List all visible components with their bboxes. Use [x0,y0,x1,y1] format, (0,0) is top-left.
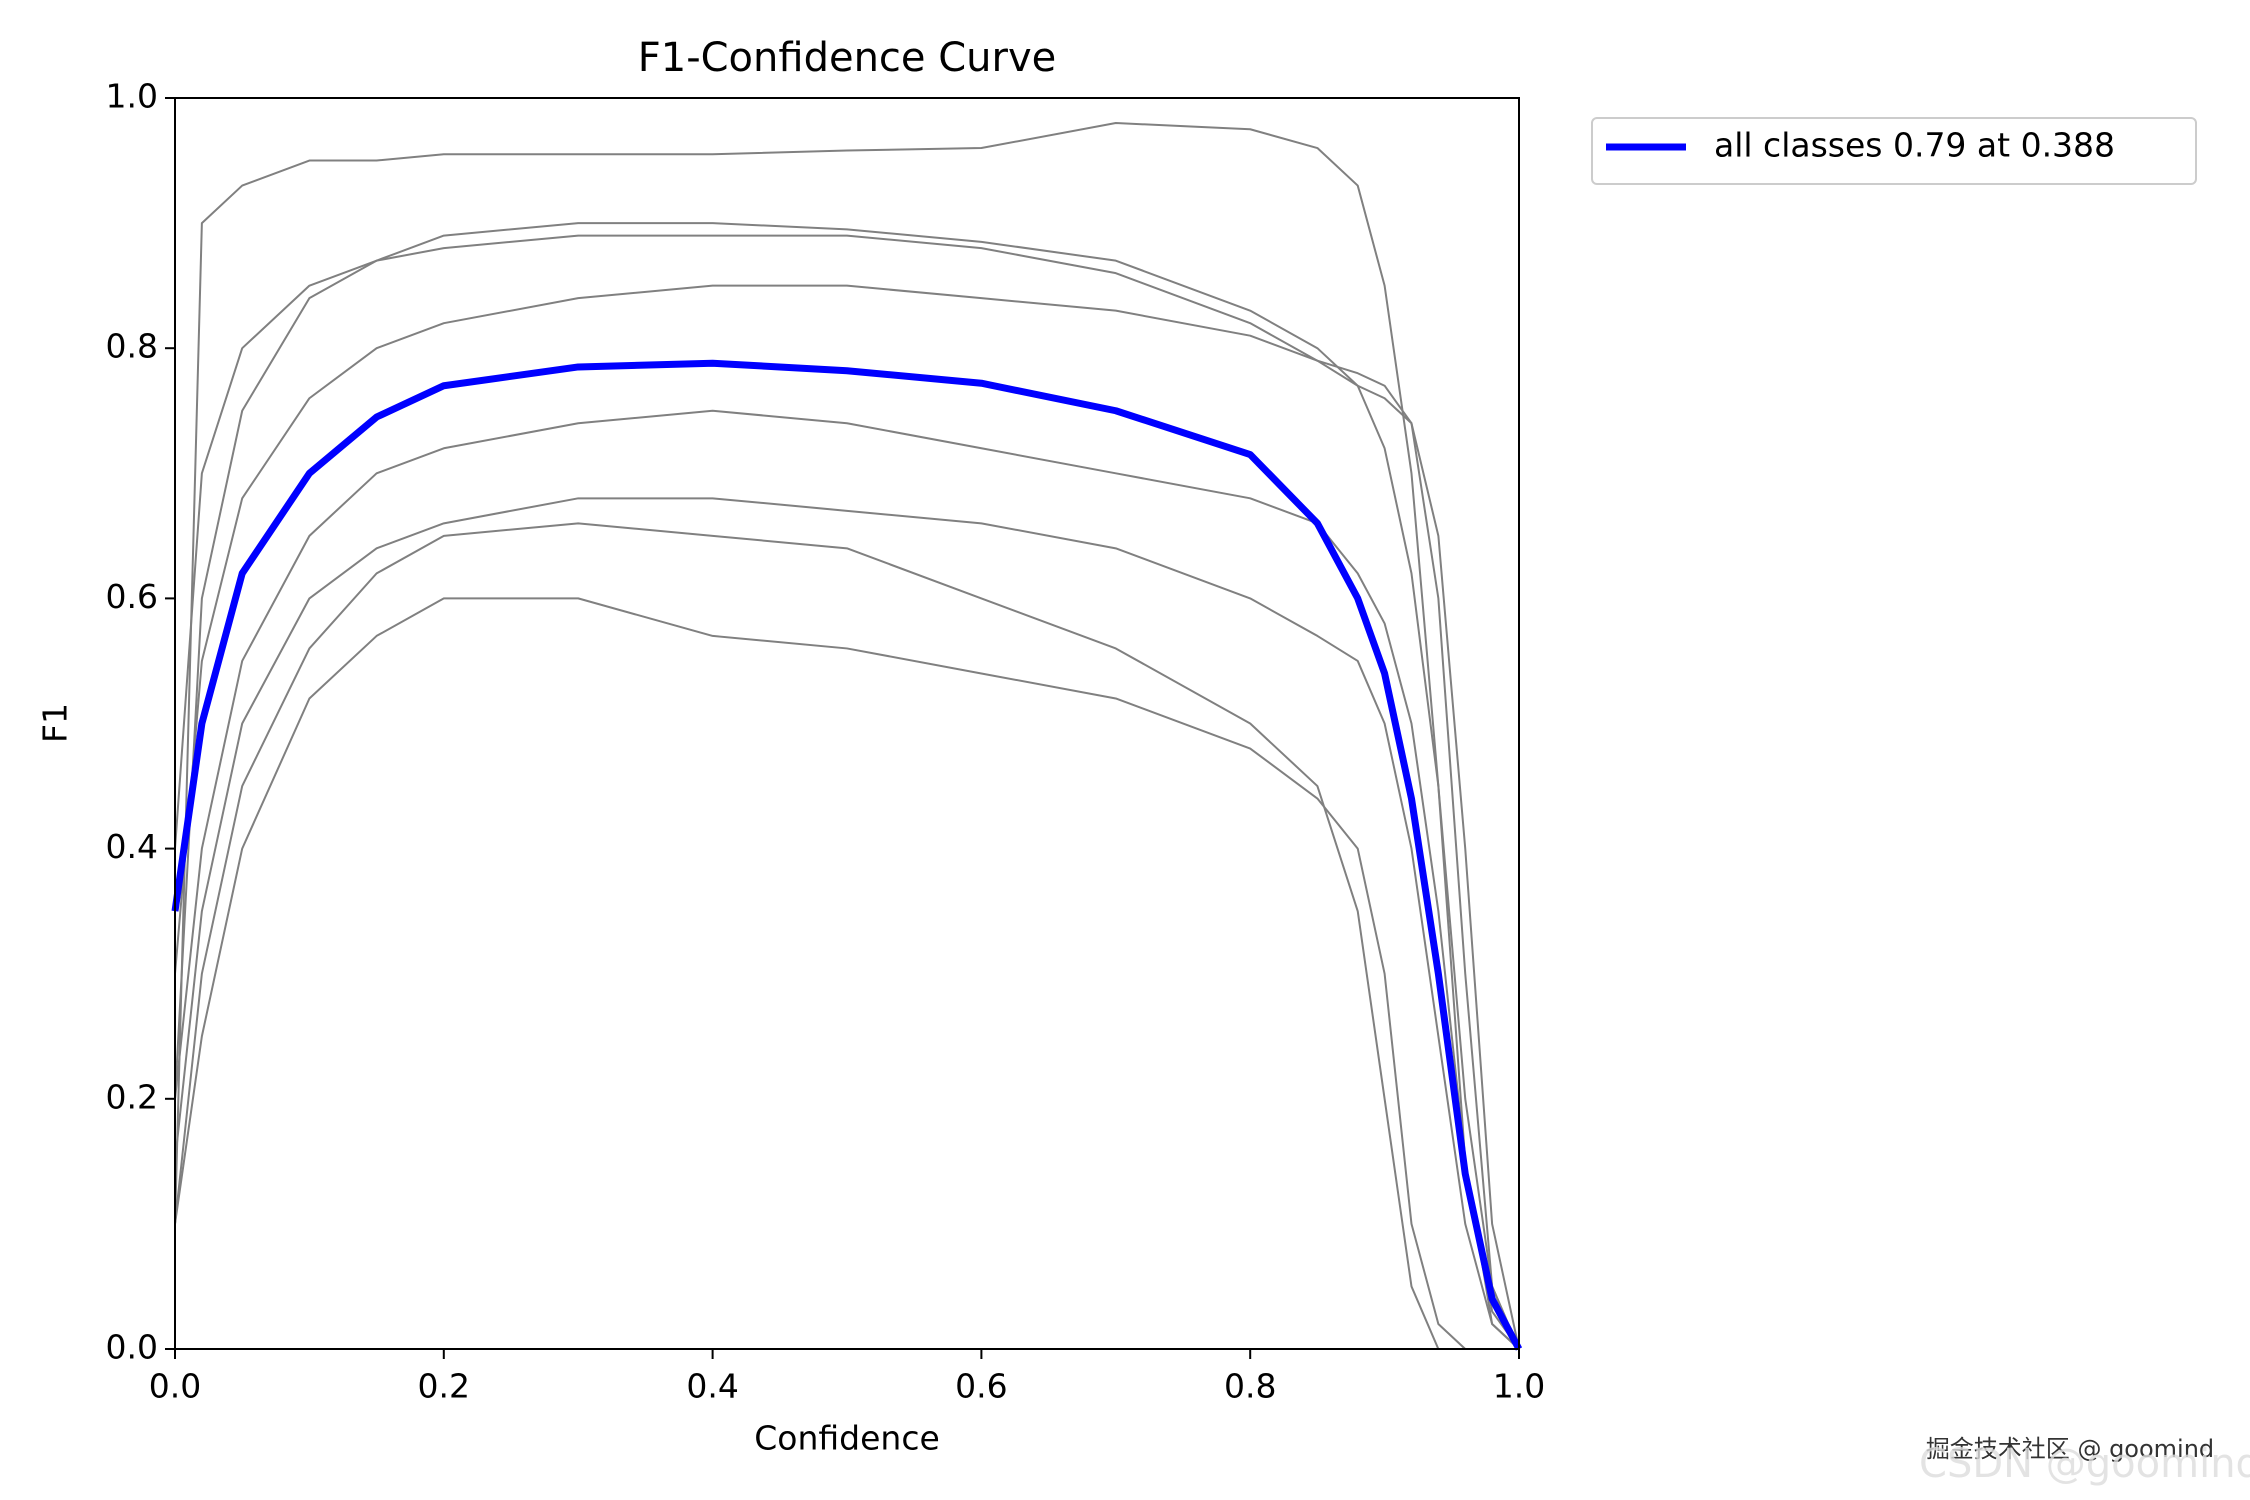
class-line [174,409,1520,1350]
class-line [174,522,1519,1350]
y-tick-label: 1.0 [106,77,158,116]
class-line [174,122,1520,1350]
chart-title: F1-Confidence Curve [638,35,1057,81]
y-tick-label: 0.8 [106,327,158,366]
watermark: CSDN @goomind [1919,1441,2250,1487]
y-tick-label: 0.0 [106,1328,158,1367]
legend-box [1591,117,2197,185]
class-line [174,597,1519,1350]
class-line [174,222,1520,1350]
x-tick-label: 0.6 [955,1367,1007,1406]
y-axis-label: F1 [36,703,75,743]
class-line [174,284,1520,1350]
x-tick-label: 1.0 [1493,1367,1545,1406]
axes-frame [174,97,1520,1350]
legend-label: all classes 0.79 at 0.388 [1714,126,2115,165]
class-line [174,234,1520,1350]
y-tick-label: 0.6 [106,577,158,616]
x-tick-label: 0.2 [418,1367,470,1406]
y-tick-label: 0.2 [106,1077,158,1116]
x-tick-label: 0.4 [686,1367,738,1406]
plot-area [171,122,1523,1351]
class-line [174,497,1520,1350]
x-axis-label: Confidence [754,1419,940,1458]
summary-line [171,359,1523,1351]
watermark: 掘金技术社区 @ goomind [1926,1435,2214,1463]
x-tick-label: 0.0 [149,1367,201,1406]
x-tick-label: 0.8 [1224,1367,1276,1406]
y-tick-label: 0.4 [106,827,158,866]
